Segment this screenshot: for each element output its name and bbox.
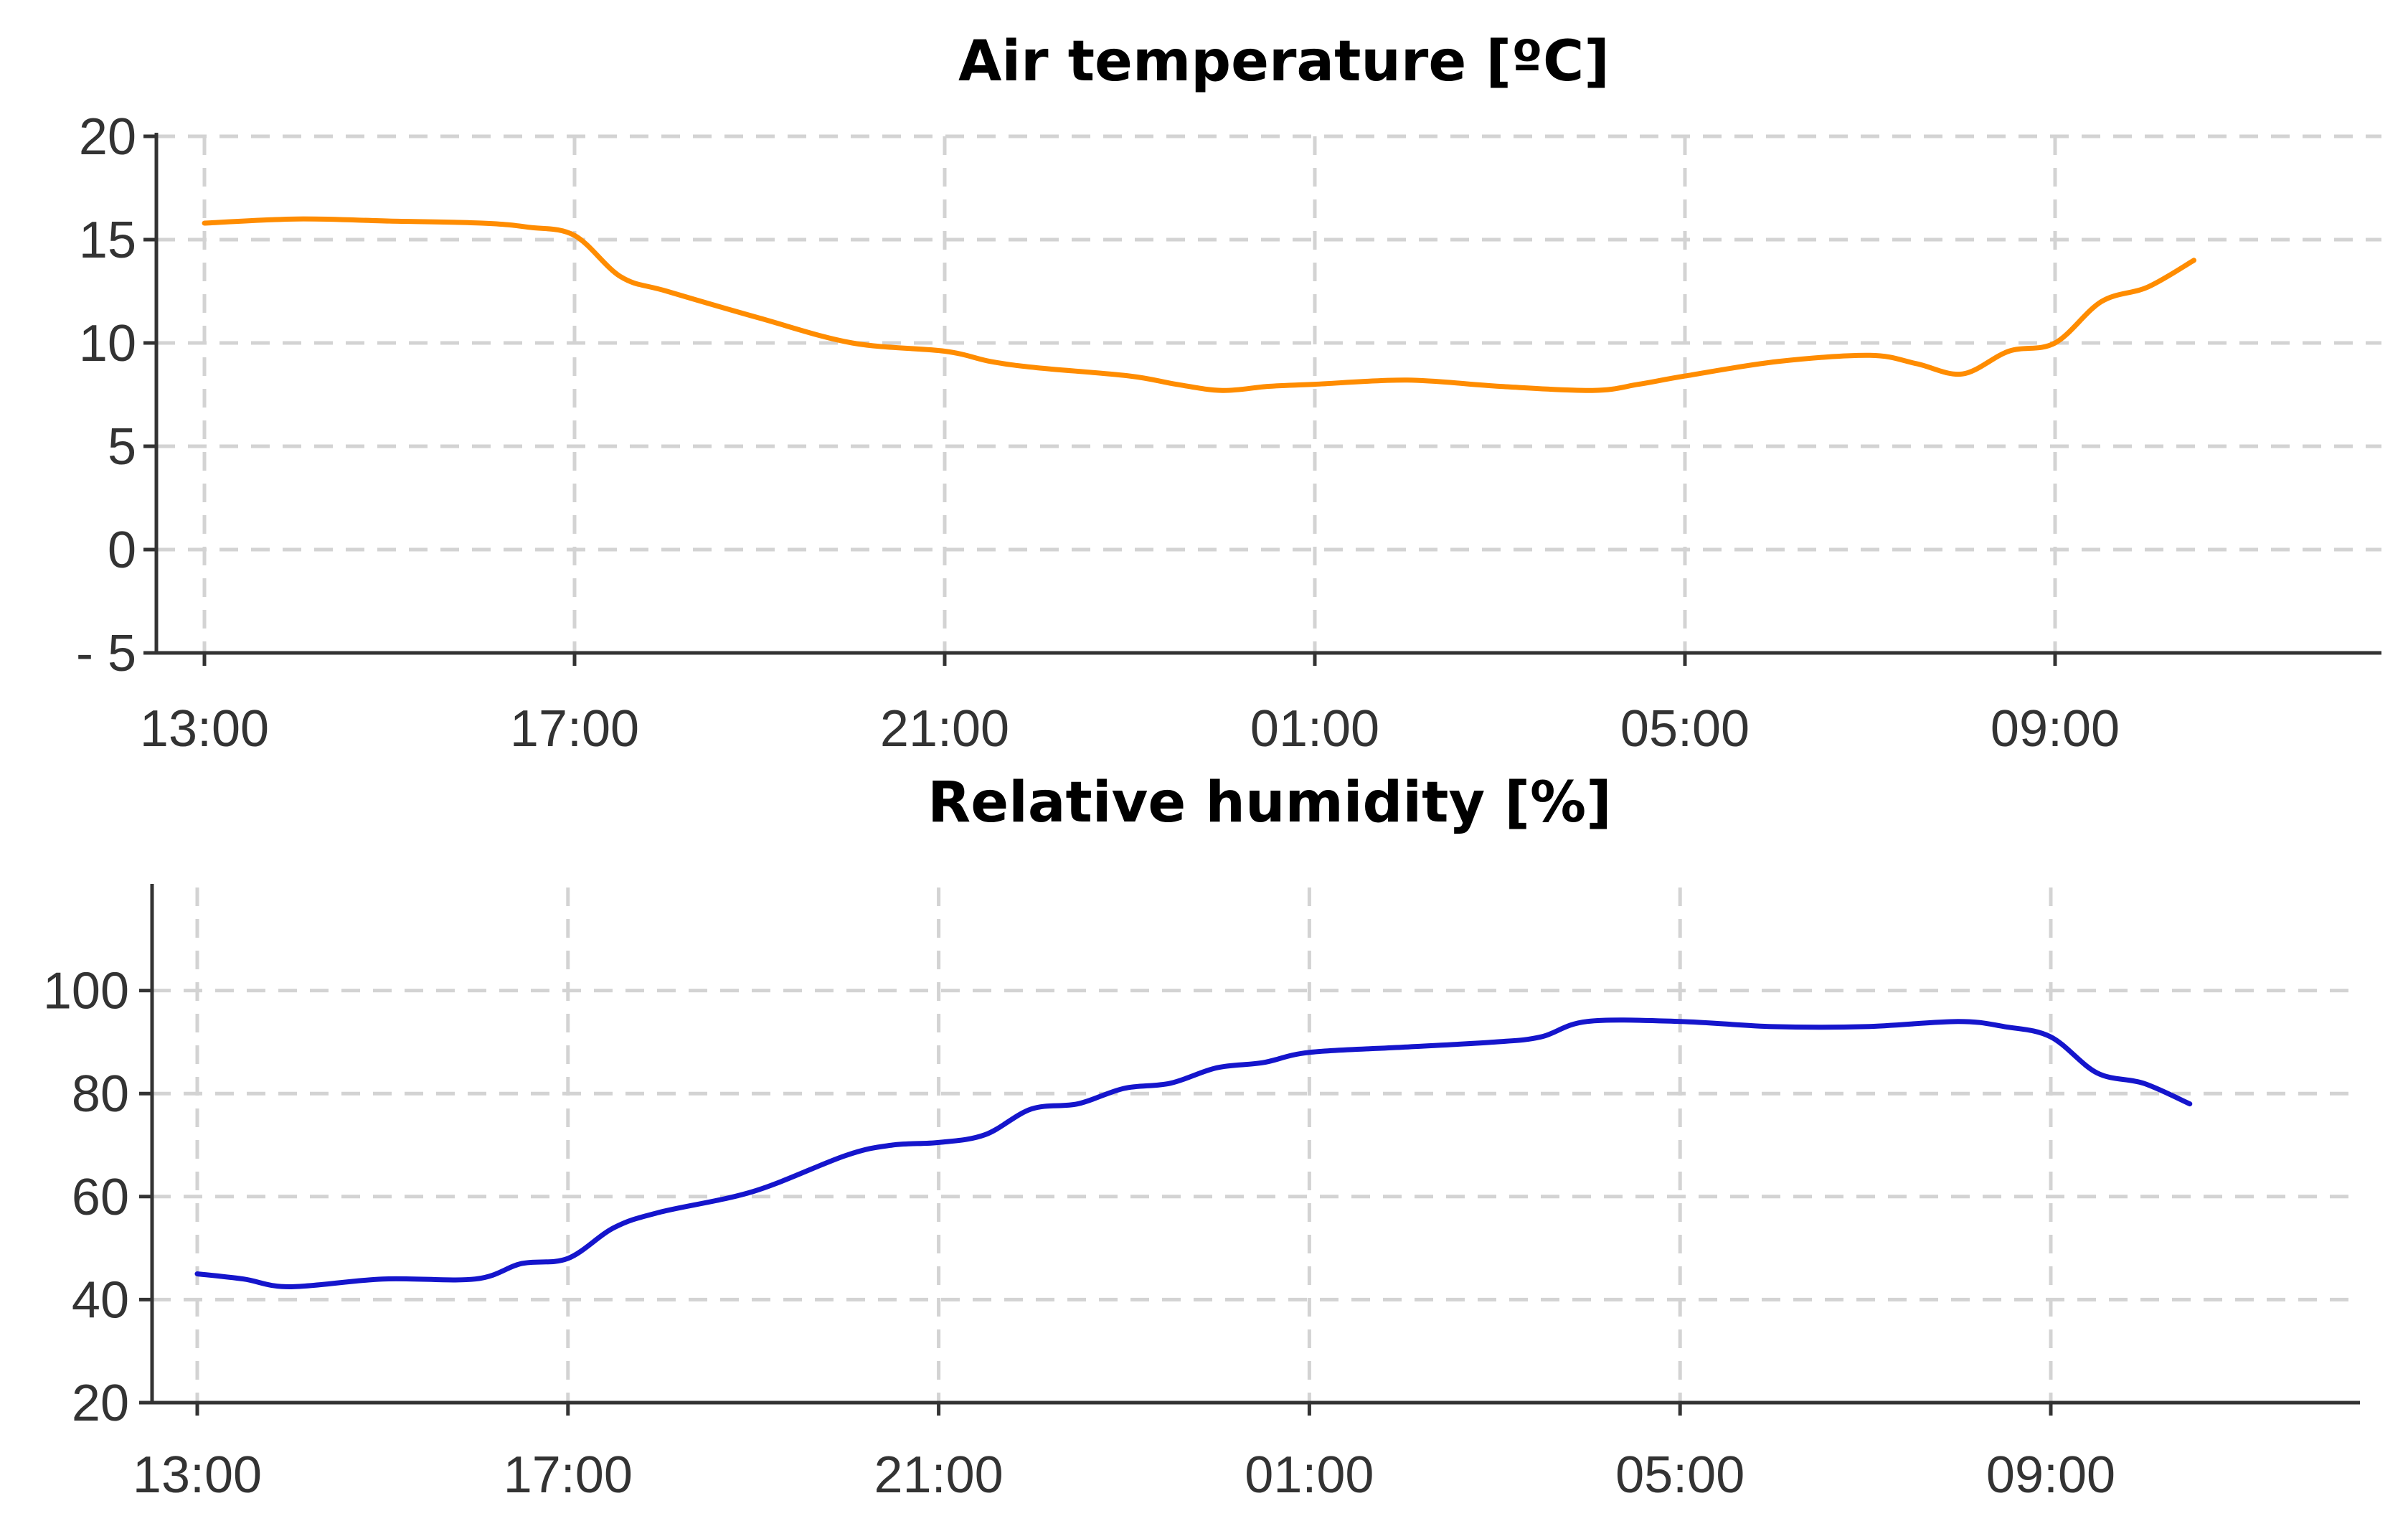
y-tick-label: 80 <box>72 1065 129 1123</box>
y-tick-label: 10 <box>79 315 136 372</box>
y-tick-label: 100 <box>43 963 129 1020</box>
humidity-y-tick-labels: 20 40 60 80 100 <box>43 963 129 1432</box>
x-tick-label: 01:00 <box>1250 700 1379 758</box>
y-tick-label: 0 <box>108 522 136 579</box>
humidity-series-line <box>194 1017 2193 1289</box>
y-tick-label: 5 <box>108 418 136 476</box>
y-tick-label: 40 <box>72 1271 129 1329</box>
temperature-chart: Air temperature [ºC] - 5 0 5 10 15 20 13:00 17… <box>76 29 2381 758</box>
humidity-axes <box>139 884 2360 1416</box>
temperature-chart-title: Air temperature [ºC] <box>958 29 1610 94</box>
y-tick-label: - 5 <box>76 625 136 682</box>
y-tick-label: 20 <box>72 1375 129 1432</box>
x-tick-label: 13:00 <box>140 700 269 758</box>
x-tick-label: 05:00 <box>1615 1446 1744 1504</box>
x-tick-label: 09:00 <box>1986 1446 2115 1504</box>
temperature-series-line <box>202 216 2196 393</box>
humidity-grid <box>152 888 2360 1403</box>
x-tick-label: 21:00 <box>874 1446 1004 1504</box>
temperature-grid <box>156 134 2381 653</box>
x-tick-label: 17:00 <box>510 700 639 758</box>
temperature-axes <box>143 133 2381 666</box>
x-tick-label: 13:00 <box>133 1446 262 1504</box>
humidity-chart-title: Relative humidity [%] <box>927 771 1612 835</box>
humidity-x-tick-labels: 13:00 17:00 21:00 01:00 05:00 09:00 <box>133 1446 2115 1504</box>
x-tick-label: 09:00 <box>1991 700 2120 758</box>
temperature-x-tick-labels: 13:00 17:00 21:00 01:00 05:00 09:00 <box>140 700 2120 758</box>
y-tick-label: 20 <box>79 108 136 166</box>
temperature-y-tick-labels: - 5 0 5 10 15 20 <box>76 108 136 682</box>
x-tick-label: 17:00 <box>504 1446 633 1504</box>
x-tick-label: 05:00 <box>1620 700 1750 758</box>
y-tick-label: 15 <box>79 212 136 269</box>
x-tick-label: 01:00 <box>1245 1446 1374 1504</box>
y-tick-label: 60 <box>72 1169 129 1226</box>
x-tick-label: 21:00 <box>880 700 1009 758</box>
